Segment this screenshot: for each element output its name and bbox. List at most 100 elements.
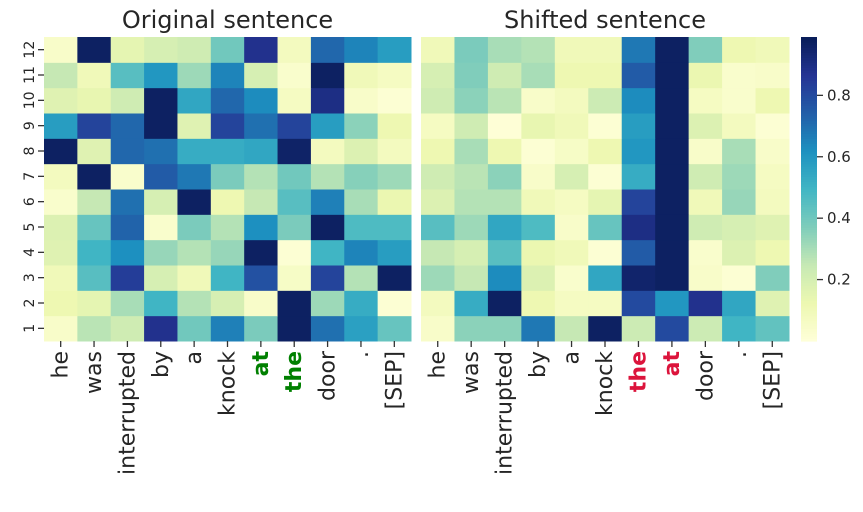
colorbar-segment bbox=[801, 227, 817, 231]
heatmap-cell bbox=[377, 315, 412, 342]
heatmap-cell bbox=[277, 37, 312, 63]
heatmap-cell bbox=[210, 138, 245, 165]
heatmap-cell bbox=[554, 214, 589, 241]
colorbar-segment bbox=[801, 95, 817, 99]
heatmap-cell bbox=[277, 189, 312, 215]
heatmap-cell bbox=[177, 315, 212, 342]
colorbar-segment bbox=[801, 173, 817, 177]
heatmap-cell bbox=[487, 87, 522, 114]
heatmap-cell bbox=[421, 37, 455, 63]
heatmap-cell bbox=[554, 163, 589, 190]
heatmap-cell bbox=[344, 214, 379, 241]
heatmap-cell bbox=[177, 87, 212, 114]
heatmap-cell bbox=[454, 62, 489, 89]
x-tick-label: by bbox=[149, 351, 174, 378]
heatmap-cell bbox=[210, 315, 245, 342]
heatmap-cell bbox=[110, 214, 145, 241]
heatmap-cell bbox=[521, 214, 556, 241]
heatmap-cell bbox=[588, 214, 623, 241]
colorbar-segment bbox=[801, 287, 817, 291]
heatmap-cell bbox=[454, 290, 489, 317]
heatmap-cell bbox=[655, 37, 690, 63]
heatmap-cell bbox=[77, 265, 112, 291]
heatmap-cell bbox=[44, 315, 78, 342]
heatmap-cell bbox=[722, 163, 757, 190]
heatmap-cell bbox=[310, 62, 345, 89]
colorbar-segment bbox=[801, 199, 817, 203]
colorbar-segment bbox=[801, 135, 817, 139]
heatmap-cell bbox=[454, 113, 489, 139]
heatmap-cell bbox=[755, 265, 790, 291]
heatmap-cell bbox=[487, 239, 522, 266]
heatmap-cell bbox=[688, 315, 723, 342]
heatmap-cell bbox=[277, 265, 312, 291]
colorbar-segment bbox=[801, 57, 817, 61]
heatmap-cell bbox=[688, 290, 723, 317]
heatmap-cell bbox=[722, 87, 757, 114]
heatmap-cell bbox=[177, 214, 212, 241]
heatmap-cell bbox=[344, 113, 379, 139]
colorbar-segment bbox=[801, 178, 817, 182]
colorbar-segment bbox=[801, 290, 817, 294]
heatmap-cell bbox=[244, 113, 279, 139]
heatmap-cell bbox=[621, 113, 656, 139]
heatmap-cell bbox=[310, 265, 345, 291]
colorbar-segment bbox=[801, 214, 817, 218]
colorbar-segment bbox=[801, 265, 817, 269]
colorbar-segment bbox=[801, 128, 817, 132]
heatmap-cell bbox=[277, 62, 312, 89]
heatmap-cell bbox=[588, 62, 623, 89]
heatmap-cell bbox=[688, 214, 723, 241]
colorbar-segment bbox=[801, 186, 817, 190]
heatmap-cell bbox=[755, 239, 790, 266]
colorbar-segment bbox=[801, 292, 817, 296]
x-tick-label: at bbox=[249, 351, 274, 377]
heatmap-cell bbox=[110, 189, 145, 215]
colorbar-segment bbox=[801, 37, 817, 41]
heatmap-cell bbox=[210, 163, 245, 190]
heatmap-cell bbox=[421, 239, 455, 266]
heatmap-cell bbox=[177, 62, 212, 89]
x-tick-label: by bbox=[526, 351, 551, 378]
heatmap-cell bbox=[244, 290, 279, 317]
heatmap-cell bbox=[521, 113, 556, 139]
heatmap-cell bbox=[487, 265, 522, 291]
colorbar-segment bbox=[801, 320, 817, 324]
heatmap-cell bbox=[621, 214, 656, 241]
heatmap-cell bbox=[554, 239, 589, 266]
heatmap-cell bbox=[554, 315, 589, 342]
colorbar-segment bbox=[801, 259, 817, 264]
heatmap-cell bbox=[454, 37, 489, 63]
y-tick-label: 4 bbox=[22, 248, 38, 257]
heatmap-cell bbox=[244, 315, 279, 342]
colorbar-segment bbox=[801, 232, 817, 236]
y-tick-label: 10 bbox=[22, 91, 38, 109]
colorbar-segment bbox=[801, 110, 817, 114]
heatmap-cell bbox=[210, 87, 245, 114]
colorbar-segment bbox=[801, 130, 817, 134]
heatmap-cell bbox=[554, 189, 589, 215]
heatmap-cell bbox=[688, 113, 723, 139]
heatmap-cell bbox=[655, 265, 690, 291]
colorbar-segment bbox=[801, 87, 817, 91]
colorbar-segment bbox=[801, 118, 817, 122]
colorbar-segment bbox=[801, 209, 817, 213]
heatmap-cell bbox=[722, 239, 757, 266]
colorbar-segment bbox=[801, 148, 817, 152]
colorbar-segment bbox=[801, 270, 817, 274]
colorbar-segment bbox=[801, 310, 817, 314]
heatmap-cell bbox=[588, 87, 623, 114]
colorbar-segment bbox=[801, 69, 817, 74]
colorbar-segment bbox=[801, 183, 817, 188]
heatmap-cell bbox=[77, 290, 112, 317]
heatmap-cell bbox=[755, 163, 790, 190]
heatmap-cell bbox=[44, 62, 78, 89]
heatmap-cell bbox=[421, 290, 455, 317]
heatmap-cell bbox=[554, 138, 589, 165]
colorbar-segment bbox=[801, 252, 817, 256]
heatmap-cell bbox=[110, 138, 145, 165]
heatmap-cell bbox=[344, 315, 379, 342]
heatmap-cell bbox=[177, 239, 212, 266]
heatmap-cell bbox=[688, 87, 723, 114]
